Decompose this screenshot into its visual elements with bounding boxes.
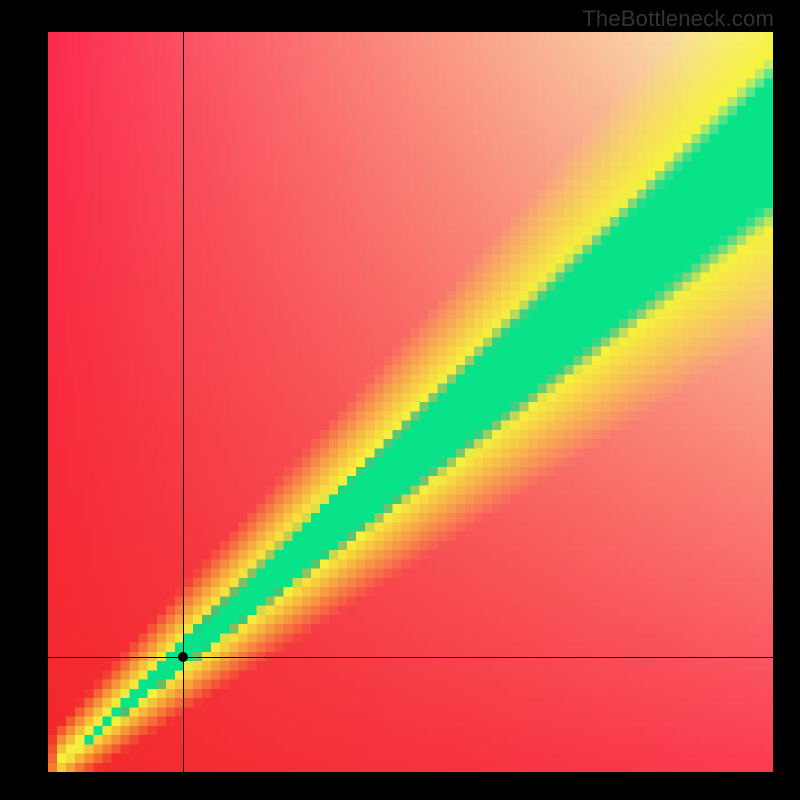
- chart-container: TheBottleneck.com: [0, 0, 800, 800]
- heatmap-canvas: [48, 32, 773, 772]
- heatmap-plot: [48, 32, 773, 772]
- watermark-text: TheBottleneck.com: [582, 6, 774, 32]
